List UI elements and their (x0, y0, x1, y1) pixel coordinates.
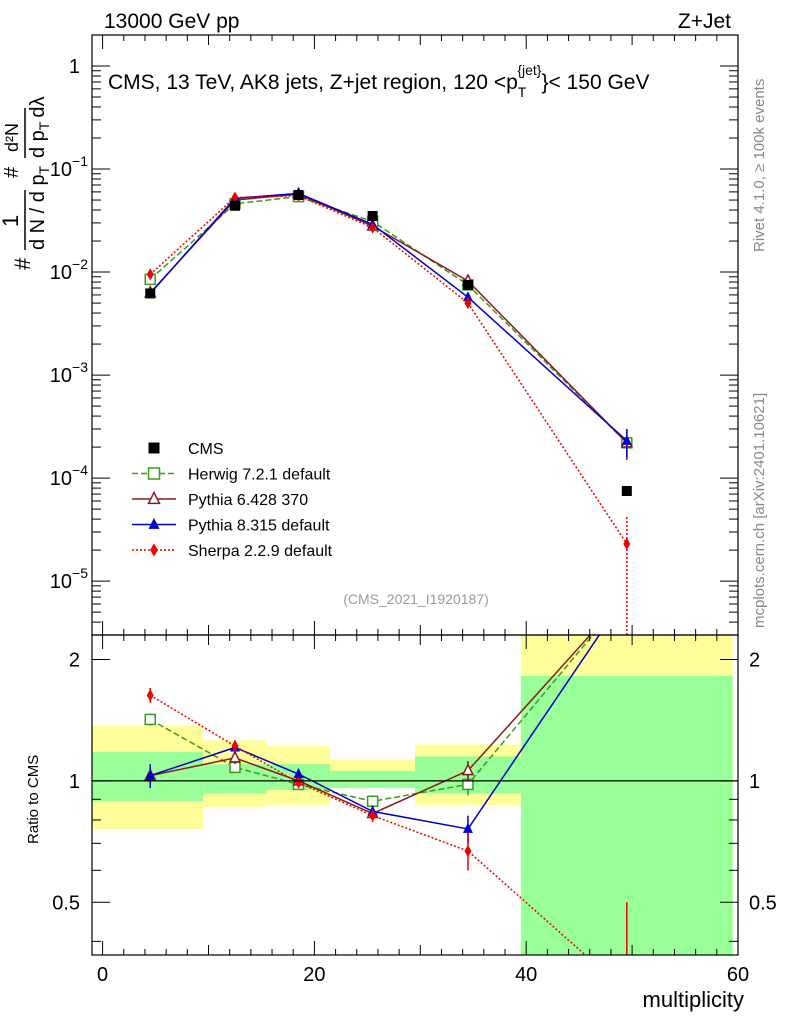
chart-title: CMS, 13 TeV, AK8 jets, Z+jet region, 120… (108, 62, 649, 100)
legend-marker-1 (147, 467, 161, 480)
side-label-bottom: mcplots.cern.ch [arXiv:2401.10621] (751, 393, 768, 628)
ratio-ytick-label-left-0: 0.5 (52, 892, 80, 914)
main-ytick-label-0: 10−5 (50, 565, 88, 593)
main-ytick-label-1: 10−4 (50, 462, 88, 490)
legend-label-4: Sherpa 2.2.9 default (188, 543, 333, 560)
x-tick-label-40: 40 (515, 964, 537, 986)
ratio-point-2-2 (293, 768, 304, 779)
main-ytick-label-3: 10−2 (50, 256, 88, 284)
x-tick-label-60: 60 (727, 964, 749, 986)
legend-label-3: Pythia 8.315 default (188, 518, 330, 535)
x-tick-label-20: 20 (303, 964, 325, 986)
series-line-2 (149, 192, 628, 442)
ratio-point-3-4 (464, 845, 472, 858)
series-line-0 (149, 195, 628, 444)
header-left: 13000 GeV pp (104, 10, 239, 33)
ratio-point-1-1 (228, 750, 242, 763)
ratio-point-3-5 (623, 986, 630, 998)
axes: 0 20 40 60 10−5 10−4 10−3 10−2 10−1 1 0.5 0.5 1 1 2 2 (50, 34, 777, 986)
series-point-2-4 (462, 291, 473, 302)
series-point-3-4 (464, 297, 472, 310)
main-plot-content (144, 186, 634, 635)
ratio-point-3-3 (369, 809, 377, 822)
ylabel-dpt: d pTdλ (27, 97, 52, 159)
ratio-line-3 (149, 694, 587, 955)
series-point-3-3 (369, 221, 377, 234)
legend-marker-4 (150, 543, 158, 557)
ratio-ytick-label-right-2: 2 (749, 649, 760, 671)
ylabel-d2n: d²N (2, 123, 22, 152)
series-line-3 (149, 195, 628, 545)
data-point-1 (229, 200, 240, 211)
ratio-point-0-3 (366, 795, 379, 808)
legend-label-1: Herwig 7.2.1 default (188, 467, 331, 484)
ratio-point-3-2 (295, 776, 303, 789)
data-point-3 (367, 211, 378, 222)
ratio-frame (91, 634, 739, 956)
main-ytick-label-4: 10−1 (50, 153, 88, 181)
legend-marker-0 (148, 442, 160, 454)
ratio-line-2 (150, 635, 601, 830)
ratio-point-3-0 (146, 689, 154, 702)
data-point-0 (145, 288, 156, 299)
legend-marker-2 (147, 490, 161, 505)
analysis-tag: (CMS_2021_I1920187) (343, 591, 489, 607)
series-point-3-5 (623, 537, 631, 550)
data-point-2 (293, 189, 304, 200)
ylabel-one: 1 (0, 215, 23, 227)
ratio-point-1-4 (461, 762, 475, 776)
legend-label-0: CMS (188, 441, 224, 458)
header-right: Z+Jet (678, 10, 731, 33)
ratio-point-3-1 (231, 740, 239, 753)
ratio-point-2-0 (145, 769, 156, 780)
ratio-point-0-0 (144, 713, 156, 726)
ratio-ytick-label-left-2: 2 (69, 649, 80, 671)
ratio-ytick-label-right-1: 1 (749, 771, 760, 793)
data-point-4 (462, 279, 473, 290)
inner-band-3 (330, 770, 415, 789)
series-point-2-5 (621, 434, 632, 445)
ratio-ytick-label-right-0: 0.5 (749, 892, 777, 914)
ylabel-hash-1: # (10, 257, 35, 270)
x-axis-label: multiplicity (643, 987, 744, 1012)
y-axis-label: # 1 d N / d pT # d²N d pTdλ (0, 97, 52, 271)
ratio-plot-content (144, 635, 630, 998)
main-ytick-label-5: 1 (69, 56, 80, 78)
legend-label-2: Pythia 6.428 370 (188, 492, 308, 509)
main-ytick-label-2: 10−3 (50, 359, 88, 387)
series-point-3-1 (231, 191, 239, 204)
ylabel-denominator: d N / d pT (27, 165, 52, 250)
ratio-ytick-label-left-1: 1 (69, 771, 80, 793)
legend-marker-3 (148, 517, 160, 529)
side-label-top: Rivet 4.1.0, ≥ 100k events (751, 79, 768, 252)
x-tick-label-0: 0 (97, 964, 108, 986)
data-point-5 (621, 485, 632, 496)
ratio-point-2-4 (462, 822, 473, 833)
series-point-3-0 (146, 268, 154, 281)
series-line-1 (149, 193, 628, 444)
ylabel-hash-2: # (1, 166, 23, 178)
ratio-y-axis-label: Ratio to CMS (25, 755, 42, 844)
legend: CMS Herwig 7.2.1 default Pythia 6.428 370 P… (132, 441, 333, 560)
ratio-line-1 (150, 635, 592, 815)
